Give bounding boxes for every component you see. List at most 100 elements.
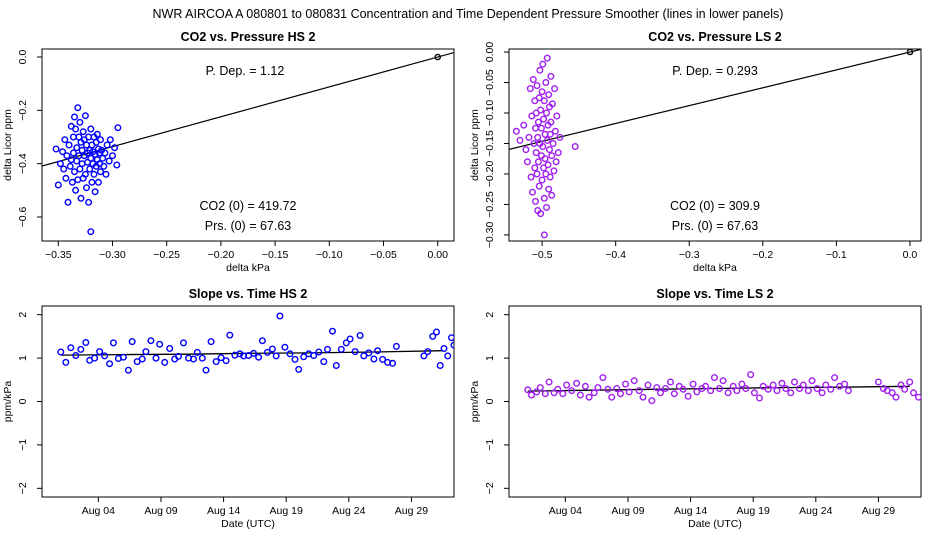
x-tick-label: 0.0 bbox=[903, 249, 918, 261]
y-tick-label: −0.20 bbox=[484, 161, 496, 188]
data-point bbox=[594, 384, 602, 392]
data-point bbox=[222, 357, 230, 365]
data-point bbox=[81, 170, 89, 178]
data-point bbox=[57, 348, 65, 356]
data-point bbox=[617, 390, 625, 398]
panel-p1: CO2 vs. Pressure HS 2 −0.35 −0.30 −0.25 −0.2… bbox=[2, 30, 455, 274]
data-point bbox=[707, 387, 715, 395]
x-tick-label: −0.5 bbox=[532, 249, 553, 261]
data-point bbox=[523, 158, 531, 166]
data-point bbox=[644, 381, 652, 389]
data-point bbox=[52, 145, 60, 153]
plot-frame bbox=[41, 305, 455, 498]
data-point bbox=[88, 178, 96, 186]
data-point bbox=[86, 165, 94, 173]
data-point bbox=[764, 385, 772, 393]
data-point bbox=[77, 194, 85, 202]
data-point bbox=[105, 157, 113, 165]
x-tick-label: Aug 24 bbox=[799, 505, 832, 517]
y-tick-label: −0.6 bbox=[17, 206, 29, 227]
data-point bbox=[544, 161, 552, 169]
panel-title: Slope vs. Time HS 2 bbox=[189, 287, 308, 301]
data-point bbox=[539, 142, 547, 150]
x-tick-label: −0.25 bbox=[153, 249, 180, 261]
data-point bbox=[77, 345, 85, 353]
data-point bbox=[653, 384, 661, 392]
data-point bbox=[81, 112, 89, 120]
data-point bbox=[346, 335, 354, 343]
data-point bbox=[108, 152, 116, 160]
y-tick-label: −1 bbox=[484, 439, 496, 451]
data-point bbox=[534, 133, 542, 141]
data-point bbox=[174, 352, 182, 360]
data-point bbox=[662, 385, 670, 393]
data-point bbox=[543, 109, 551, 117]
x-tick-label: −0.35 bbox=[45, 249, 72, 261]
data-point bbox=[585, 393, 593, 401]
data-point bbox=[571, 142, 579, 150]
data-point bbox=[532, 124, 540, 132]
data-point bbox=[142, 348, 150, 356]
data-point bbox=[91, 354, 99, 362]
data-point bbox=[64, 198, 72, 206]
data-point bbox=[272, 352, 280, 360]
data-point bbox=[550, 389, 558, 397]
data-point bbox=[310, 352, 318, 360]
x-tick-label: −0.2 bbox=[752, 249, 773, 261]
data-point bbox=[773, 387, 781, 395]
data-point bbox=[541, 390, 549, 398]
data-point bbox=[543, 54, 551, 62]
x-tick-label: Aug 24 bbox=[332, 505, 365, 517]
data-point bbox=[529, 75, 537, 83]
data-point bbox=[85, 198, 93, 206]
data-layer bbox=[524, 371, 921, 405]
data-point bbox=[710, 374, 718, 382]
data-point bbox=[66, 162, 74, 170]
data-point bbox=[576, 391, 584, 399]
x-tick-label: −0.3 bbox=[679, 249, 700, 261]
y-tick-label: 0.00 bbox=[484, 42, 496, 63]
data-point bbox=[96, 348, 104, 356]
data-point bbox=[543, 136, 551, 144]
annotation-p-dep: P. Dep. = 0.293 bbox=[672, 64, 758, 78]
data-point bbox=[547, 118, 555, 126]
x-tick-label: −0.15 bbox=[262, 249, 289, 261]
data-point bbox=[547, 72, 555, 80]
data-point bbox=[444, 352, 452, 360]
data-point bbox=[545, 185, 553, 193]
annotation-p-dep: P. Dep. = 1.12 bbox=[206, 64, 285, 78]
data-point bbox=[76, 118, 84, 126]
data-point bbox=[599, 374, 607, 382]
data-point bbox=[581, 382, 589, 390]
data-point bbox=[166, 345, 174, 353]
data-point bbox=[68, 178, 76, 186]
data-point bbox=[648, 397, 656, 405]
data-point bbox=[525, 133, 533, 141]
data-point bbox=[93, 130, 101, 138]
data-point bbox=[111, 144, 119, 152]
data-point bbox=[538, 88, 546, 96]
data-point bbox=[556, 133, 564, 141]
data-point bbox=[374, 347, 382, 355]
data-point bbox=[527, 173, 535, 181]
data-point bbox=[804, 387, 812, 395]
y-tick-label: −1 bbox=[17, 439, 29, 451]
data-point bbox=[738, 380, 746, 388]
data-point bbox=[217, 354, 225, 362]
data-point bbox=[72, 125, 80, 133]
data-point bbox=[552, 158, 560, 166]
data-point bbox=[70, 168, 78, 176]
data-point bbox=[747, 371, 755, 379]
data-point bbox=[100, 162, 108, 170]
data-point bbox=[128, 338, 136, 346]
x-tick-label: −0.10 bbox=[316, 249, 343, 261]
data-point bbox=[539, 60, 547, 68]
panel-title: CO2 vs. Pressure LS 2 bbox=[648, 30, 781, 44]
y-axis-label: ppm/kPa bbox=[2, 381, 14, 423]
data-layer bbox=[57, 312, 454, 374]
data-point bbox=[715, 385, 723, 393]
data-point bbox=[537, 106, 545, 114]
data-point bbox=[546, 173, 554, 181]
data-point bbox=[113, 161, 121, 169]
data-point bbox=[548, 152, 556, 160]
